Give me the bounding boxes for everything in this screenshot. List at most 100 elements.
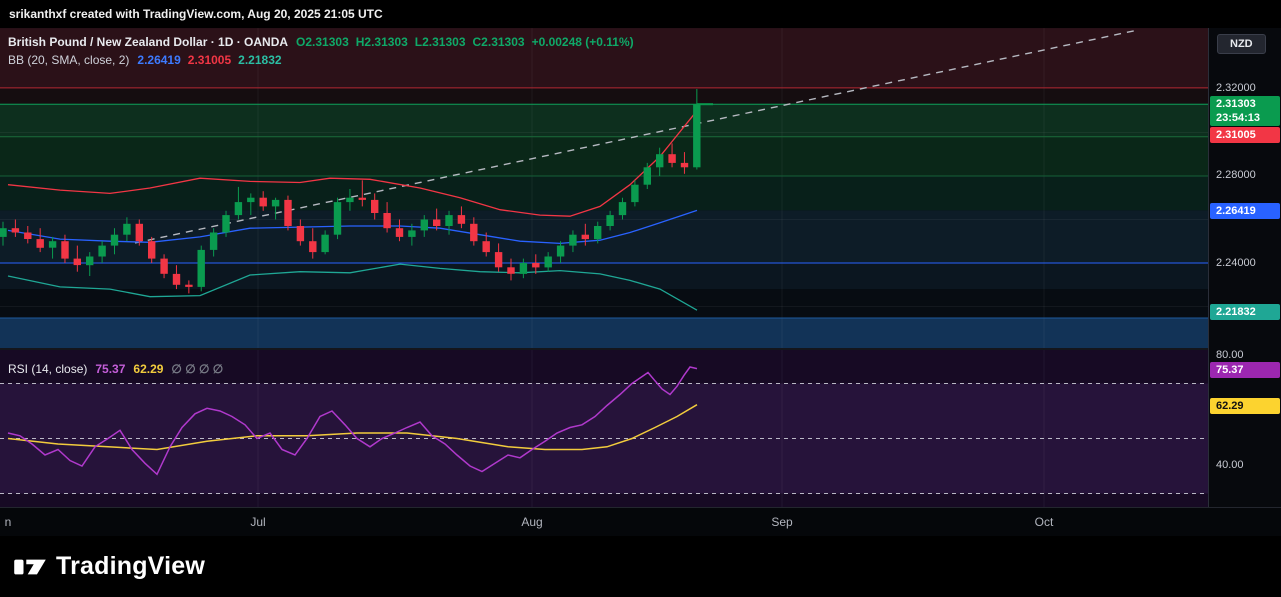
bb-legend-label[interactable]: BB (20, SMA, close, 2) [8, 53, 130, 67]
legend-value: 62.29 [133, 362, 164, 376]
candle [395, 228, 404, 237]
price-zone [0, 289, 1208, 318]
candle [98, 245, 106, 257]
axis-badge: 75.37 [1210, 362, 1280, 378]
axis-label: 2.28000 [1216, 169, 1256, 181]
price-zone [0, 28, 1208, 88]
legend-value: C2.31303 [472, 35, 525, 49]
legend-value: 2.26419 [137, 53, 181, 67]
candle [73, 258, 81, 266]
candle [606, 215, 614, 226]
candle [594, 226, 602, 240]
candle [247, 197, 255, 203]
candle [581, 234, 589, 240]
candle [507, 267, 515, 274]
candle [482, 241, 490, 253]
axis-label: 2.32000 [1216, 82, 1256, 94]
candle [532, 263, 540, 268]
price-zone [0, 136, 1208, 176]
candle [135, 223, 143, 242]
price-pane[interactable] [0, 28, 1208, 350]
price-zone [0, 87, 1208, 104]
candle [618, 202, 627, 216]
price-zone [0, 318, 1208, 350]
candle [209, 232, 218, 250]
candle [383, 213, 391, 229]
candle [346, 197, 354, 203]
time-axis-label: Oct [1034, 515, 1054, 529]
candle [656, 154, 664, 168]
candle [321, 234, 329, 253]
candle [11, 228, 20, 233]
time-axis[interactable]: n Jul Aug Sep Oct [0, 507, 1281, 536]
candle [48, 241, 57, 248]
rsi-chart[interactable] [0, 350, 1208, 507]
candle [284, 199, 292, 226]
attribution-bar: srikanthxf created with TradingView.com,… [0, 0, 1281, 28]
candle [234, 202, 243, 216]
candle [631, 184, 639, 203]
pane-divider[interactable] [0, 348, 1208, 350]
candle [408, 230, 416, 237]
candle [123, 223, 131, 235]
bb-basis-line [7, 209, 698, 245]
axis-label: 80.00 [1216, 349, 1244, 361]
candle [222, 215, 230, 233]
candle [160, 258, 168, 274]
price-zone [0, 263, 1208, 290]
legend-value: O2.31303 [296, 35, 349, 49]
candle [680, 162, 689, 168]
candle [197, 249, 205, 287]
legend-value: 75.37 [95, 362, 126, 376]
currency-toggle-button[interactable]: NZD [1217, 34, 1266, 54]
candle [148, 241, 156, 259]
legend-value: H2.31303 [355, 35, 408, 49]
tradingview-logo-text[interactable]: TradingView [56, 552, 206, 580]
candle [668, 154, 676, 163]
candle [36, 239, 44, 248]
candle [433, 219, 441, 226]
price-zone [0, 103, 1208, 137]
price-axis[interactable]: NZD 2.32000 2.28000 2.24000 80.00 40.00 2.313… [1208, 28, 1281, 507]
trendline[interactable] [134, 29, 1139, 244]
ohlc-values: O2.31303 H2.31303 L2.31303 C2.31303 +0.00248… [296, 35, 634, 49]
rsi-background [0, 350, 1208, 507]
candle [110, 234, 119, 246]
candle [693, 104, 701, 168]
axis-badge: 2.21832 [1210, 304, 1280, 320]
candle [172, 273, 181, 285]
candle [185, 284, 193, 287]
candle [24, 232, 32, 239]
candle [358, 197, 366, 200]
footer-bar: TradingView [0, 536, 1281, 597]
rsi-legend-label[interactable]: RSI (14, close) [8, 362, 88, 376]
axis-badge: 2.31005 [1210, 127, 1280, 143]
tradingview-logo-icon[interactable] [13, 554, 47, 580]
axis-badge: 2.31303 23:54:13 [1210, 96, 1280, 126]
candle [259, 197, 267, 207]
rsi-pane[interactable] [0, 350, 1208, 507]
candle [309, 241, 317, 253]
bb-upper-line [7, 110, 698, 217]
price-zone [0, 210, 1208, 263]
candle [296, 226, 305, 242]
symbol-title[interactable]: British Pound / New Zealand Dollar · 1D … [8, 35, 289, 49]
time-axis-label: Aug [521, 515, 543, 529]
candle [86, 256, 94, 266]
rsi-legend-values: 75.37 62.29 ∅ ∅ ∅ ∅ [95, 362, 223, 376]
legend-value: 2.31005 [187, 53, 232, 67]
axis-label: 40.00 [1216, 459, 1244, 471]
candle [556, 245, 565, 257]
legend-value: L2.31303 [414, 35, 466, 49]
bb-legend: BB (20, SMA, close, 2) 2.26419 2.31005 2.2… [8, 53, 282, 67]
price-chart[interactable] [0, 28, 1208, 350]
time-axis-label: Sep [771, 515, 793, 529]
candle [420, 219, 428, 231]
candle [333, 202, 342, 235]
candle [271, 199, 280, 207]
axis-label: 2.24000 [1216, 257, 1256, 269]
candle [494, 252, 503, 268]
legend-value: 2.21832 [238, 53, 282, 67]
rsi-legend: RSI (14, close) 75.37 62.29 ∅ ∅ ∅ ∅ [8, 362, 223, 376]
